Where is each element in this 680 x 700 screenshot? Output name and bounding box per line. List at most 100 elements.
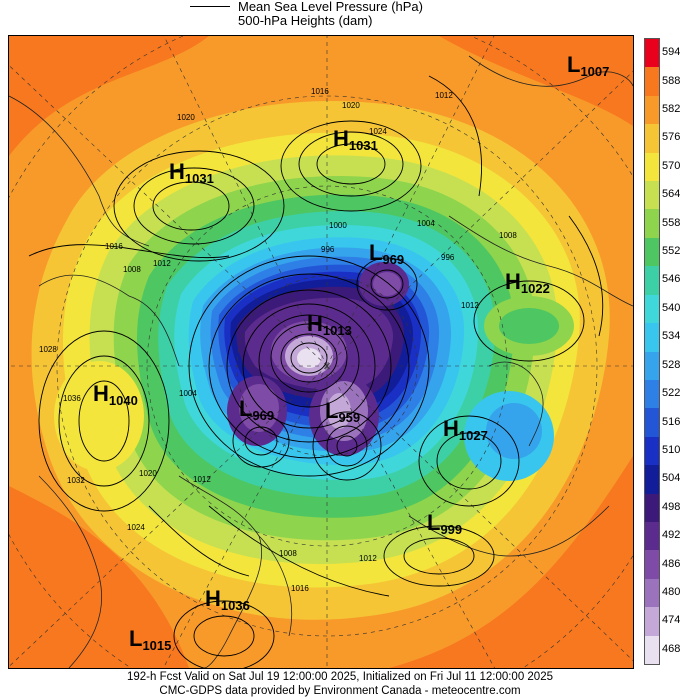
mslp-legend-label: Mean Sea Level Pressure (hPa) [238, 0, 423, 14]
pressure-center-low: L999 [427, 510, 462, 537]
isobar-label: 1012 [435, 91, 453, 100]
colorbar-swatch [645, 436, 659, 466]
colorbar-swatch [645, 67, 659, 97]
colorbar-label: 474 [662, 614, 680, 627]
pressure-center-low: L969 [369, 240, 404, 267]
forecast-map-svg: 1016 1020 1024 1012 1020 1016 1012 1008 … [9, 36, 633, 668]
colorbar-label: 570 [662, 159, 680, 172]
colorbar-swatch [645, 578, 659, 608]
isobar-labels: 1016 1020 1024 1012 1020 1016 1012 1008 … [39, 87, 517, 593]
height-feature-se-trough-inner [486, 403, 542, 459]
pressure-center-low: L959 [325, 398, 360, 425]
pressure-center-low: L1015 [129, 626, 171, 653]
height-band-588-nw [9, 36, 209, 156]
pressure-center-high: H1040 [93, 381, 138, 408]
colorbar-label: 528 [662, 358, 680, 371]
pressure-center-high: H1027 [443, 416, 488, 443]
colorbar-label: 564 [662, 188, 680, 201]
colorbar-label: 504 [662, 472, 680, 485]
coastlines [9, 55, 633, 668]
isobar-label: 1008 [499, 231, 517, 240]
colorbar-swatch [645, 408, 659, 438]
colorbar-swatch [645, 124, 659, 154]
isobar-label: 1016 [105, 242, 123, 251]
colorbar-swatch [645, 465, 659, 495]
colorbar-swatch [645, 95, 659, 125]
colorbar-label: 582 [662, 103, 680, 116]
isobar-label: 1020 [342, 101, 360, 110]
isobar-label: 1008 [123, 265, 141, 274]
isobar-label: 996 [441, 253, 455, 262]
isobar-label: 1012 [193, 475, 211, 484]
colorbar-label: 588 [662, 74, 680, 87]
pressure-centers: L1007 H1031 H1031 L969 H1022 H1013 H1040… [93, 52, 609, 653]
colorbar-label: 534 [662, 330, 680, 343]
height-colorbar [644, 38, 660, 665]
isobar-label: 1036 [63, 394, 81, 403]
isobar-label: 1024 [369, 127, 387, 136]
colorbar-swatch [645, 266, 659, 296]
isobar-label: 1024 [127, 523, 145, 532]
colorbar-label: 540 [662, 301, 680, 314]
height-feature-w-ridge [54, 361, 144, 471]
vortex-center-core [297, 348, 321, 368]
pressure-center-low: L969 [239, 396, 274, 423]
isobar-label: 1012 [153, 259, 171, 268]
colorbar-label: 552 [662, 245, 680, 258]
colorbar-label: 468 [662, 642, 680, 655]
isobar-label: 1020 [177, 113, 195, 122]
pressure-center-high: H1022 [505, 269, 550, 296]
height-band-588-ne [439, 36, 633, 126]
colorbar-swatch [645, 607, 659, 637]
colorbar-label: 516 [662, 415, 680, 428]
colorbar-swatch [645, 351, 659, 381]
colorbar-label: 480 [662, 585, 680, 598]
forecast-map: 1016 1020 1024 1012 1020 1016 1012 1008 … [8, 35, 634, 669]
isobars [28, 75, 604, 668]
heights-legend-label: 500-hPa Heights (dam) [238, 13, 373, 28]
isobar-label: 1032 [67, 476, 85, 485]
pressure-center-high: H1031 [333, 126, 378, 153]
isobar-line-sample [190, 6, 230, 7]
colorbar-label: 486 [662, 557, 680, 570]
colorbar-label: 594 [662, 46, 680, 59]
colorbar-swatch [645, 181, 659, 210]
isobar-label: 1012 [461, 301, 479, 310]
isobar-label: 1000 [329, 221, 347, 230]
colorbar-label: 492 [662, 529, 680, 542]
colorbar-swatch [645, 521, 659, 551]
height-feature-e-green-inner [499, 308, 559, 344]
colorbar-swatch [645, 493, 659, 523]
isobar-label: 1020 [139, 469, 157, 478]
height-band-588-se [389, 456, 633, 668]
colorbar-swatch [645, 294, 659, 324]
map-legend: Mean Sea Level Pressure (hPa) 500-hPa He… [190, 0, 490, 30]
pressure-center-high: H1013 [307, 311, 352, 338]
colorbar-swatch [645, 635, 659, 665]
vortex-lobe-ne-core [373, 272, 401, 296]
isobar-label: 996 [321, 245, 335, 254]
isobar-label: 1016 [311, 87, 329, 96]
colorbar-swatch [645, 323, 659, 352]
colorbar-label: 546 [662, 273, 680, 286]
isobar-label: 1012 [359, 554, 377, 563]
isobar-label: 1004 [417, 219, 435, 228]
colorbar-swatch [645, 237, 659, 267]
isobar-label: 1028 [39, 345, 57, 354]
data-credit-text: CMC-GDPS data provided by Environment Ca… [159, 685, 521, 697]
pressure-center-high: H1036 [205, 586, 250, 613]
colorbar-label: 558 [662, 216, 680, 229]
colorbar-label: 522 [662, 387, 680, 400]
vortex-lobe-sw-core [239, 384, 279, 432]
colorbar-swatch [645, 39, 659, 68]
isobar-label: 1008 [279, 549, 297, 558]
colorbar-label: 576 [662, 131, 680, 144]
isobar-label: 1016 [291, 584, 309, 593]
colorbar-swatch [645, 209, 659, 239]
colorbar-swatch [645, 379, 659, 409]
colorbar-label: 498 [662, 500, 680, 513]
forecast-valid-text: 192-h Fcst Valid on Sat Jul 19 12:00:00 … [127, 671, 553, 683]
isobar-label: 1004 [179, 389, 197, 398]
colorbar-swatch [645, 550, 659, 580]
pressure-center-high: H1031 [169, 159, 214, 186]
